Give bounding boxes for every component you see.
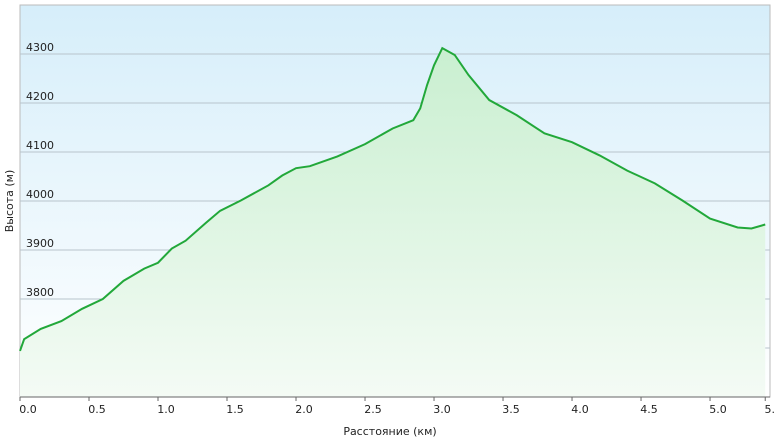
x-tick-label: 2.5 xyxy=(364,403,382,416)
x-tick-label: 1.0 xyxy=(157,403,175,416)
x-tick-label: 0.0 xyxy=(19,403,37,416)
x-tick-label: 2.0 xyxy=(295,403,313,416)
x-tick-label: 5.0 xyxy=(709,403,727,416)
y-tick-label: 4300 xyxy=(26,41,54,54)
y-tick-label: 4100 xyxy=(26,139,54,152)
x-tick-label: 5.4 xyxy=(764,403,775,416)
x-tick-label: 4.5 xyxy=(640,403,658,416)
area-fill xyxy=(20,48,766,398)
x-tick-label: 4.0 xyxy=(571,403,589,416)
x-tick-label: 3.5 xyxy=(502,403,520,416)
y-tick-label: 4000 xyxy=(26,188,54,201)
elevation-line xyxy=(19,46,766,352)
x-axis-label: Расстояние (км) xyxy=(343,425,436,438)
x-tick-label: 3.0 xyxy=(433,403,451,416)
y-axis-label: Высота (м) xyxy=(3,170,16,233)
y-tick-label: 4200 xyxy=(26,90,54,103)
y-tick-label: 3800 xyxy=(26,286,54,299)
y-tick-label: 3900 xyxy=(26,237,54,250)
x-tick-label: 1.5 xyxy=(226,403,244,416)
x-tick-label: 0.5 xyxy=(88,403,106,416)
